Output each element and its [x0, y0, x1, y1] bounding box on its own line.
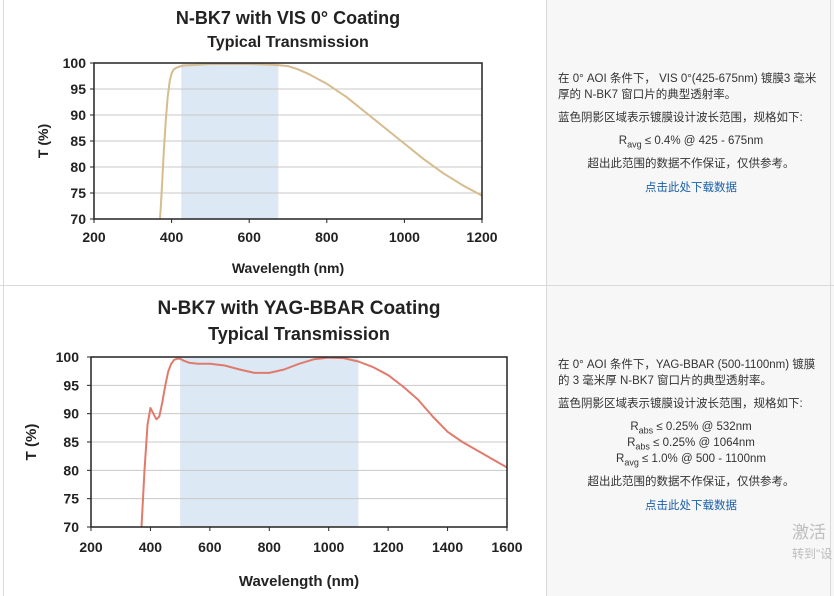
activation-watermark: 激活: [792, 523, 826, 542]
page-edge-divider: [830, 0, 831, 596]
plot-frame: [93, 62, 483, 220]
spec-list: Rabs ≤ 0.25% @ 532nm Rabs ≤ 0.25% @ 1064n…: [558, 419, 824, 467]
x-axis-label: Wavelength (nm): [239, 573, 359, 590]
spec-symbol: R: [618, 135, 628, 147]
chart-cell-yag: N-BK7 with YAG-BBAR Coating Typical Trans…: [3, 286, 547, 596]
plot-frame: [90, 356, 508, 528]
y-tick-label: 90: [70, 107, 86, 123]
spec-subscript: abs: [638, 425, 654, 436]
spec-symbol: R: [616, 453, 625, 465]
description-spec-intro: 蓝色阴影区域表示镀膜设计波长范围，规格如下:: [558, 112, 803, 124]
activation-watermark-sub: 转到"设: [792, 547, 833, 561]
description-cell-yag: 在 0° AOI 条件下，YAG-BBAR (500-1100nm) 镀膜的 3…: [546, 286, 834, 596]
x-tick-label: 1000: [389, 229, 420, 245]
y-tick-label: 100: [63, 55, 87, 71]
description-vis: 在 0° AOI 条件下， VIS 0°(425-675nm) 镀膜3 毫米厚的…: [558, 71, 824, 196]
transmission-chart-vis: N-BK7 with VIS 0° Coating Typical Transmi…: [35, 8, 498, 276]
description-text: 在 0° AOI 条件下， VIS 0°(425-675nm) 镀膜3 毫米厚的…: [558, 73, 817, 101]
spec-subscript: abs: [635, 441, 650, 452]
y-tick-label: 100: [56, 349, 80, 365]
chart-cell-vis: N-BK7 with VIS 0° Coating Typical Transmi…: [3, 0, 547, 285]
spec-value: ≤ 0.25% @ 532nm: [653, 421, 752, 433]
description-cell-vis: 在 0° AOI 条件下， VIS 0°(425-675nm) 镀膜3 毫米厚的…: [546, 0, 834, 285]
spec-value: ≤ 0.4% @ 425 - 675nm: [641, 135, 764, 147]
chart-subtitle: Typical Transmission: [208, 324, 390, 344]
y-axis-label: T (%): [23, 424, 40, 461]
x-tick-label: 400: [139, 539, 163, 555]
x-tick-label: 600: [238, 229, 262, 245]
y-tick-label: 70: [70, 211, 86, 227]
download-data-link[interactable]: 点击此处下载数据: [645, 182, 737, 194]
spec-line: Rabs ≤ 0.25% @ 532nm: [558, 419, 824, 435]
chart-row-yag: N-BK7 with YAG-BBAR Coating Typical Trans…: [0, 286, 834, 596]
transmission-chart-yag: N-BK7 with YAG-BBAR Coating Typical Trans…: [23, 298, 523, 590]
x-tick-label: 800: [315, 229, 339, 245]
spec-value: ≤ 1.0% @ 500 - 1100nm: [638, 453, 766, 465]
chart-row-vis: N-BK7 with VIS 0° Coating Typical Transmi…: [0, 0, 834, 286]
x-tick-label: 200: [82, 229, 106, 245]
x-tick-label: 400: [160, 229, 184, 245]
spec-line: Rabs ≤ 0.25% @ 1064nm: [558, 435, 824, 451]
x-tick-label: 1200: [466, 229, 497, 245]
chart-title: N-BK7 with YAG-BBAR Coating: [158, 298, 441, 319]
x-tick-label: 800: [258, 539, 282, 555]
download-data-link[interactable]: 点击此处下载数据: [645, 500, 737, 512]
x-tick-label: 1200: [373, 539, 404, 555]
y-tick-label: 95: [70, 81, 86, 97]
y-tick-label: 75: [63, 491, 79, 507]
chart-subtitle: Typical Transmission: [207, 34, 369, 51]
y-tick-label: 95: [63, 377, 79, 393]
transmission-curve: [159, 63, 482, 219]
y-tick-label: 70: [63, 519, 79, 535]
spec-list: Ravg ≤ 0.4% @ 425 - 675nm: [558, 133, 824, 149]
x-tick-label: 1000: [313, 539, 344, 555]
spec-value: ≤ 0.25% @ 1064nm: [649, 437, 755, 449]
spec-symbol: R: [630, 421, 639, 433]
x-tick-label: 1600: [491, 539, 522, 555]
description-yag: 在 0° AOI 条件下，YAG-BBAR (500-1100nm) 镀膜的 3…: [558, 357, 824, 514]
description-text: 在 0° AOI 条件下，YAG-BBAR (500-1100nm) 镀膜的 3…: [558, 359, 816, 387]
y-tick-label: 85: [63, 434, 79, 450]
spec-line: Ravg ≤ 1.0% @ 500 - 1100nm: [558, 451, 824, 467]
y-tick-label: 80: [63, 462, 79, 478]
x-tick-label: 1400: [432, 539, 463, 555]
transmission-curve: [140, 356, 507, 527]
spec-symbol: R: [627, 437, 636, 449]
chart-title: N-BK7 with VIS 0° Coating: [176, 8, 400, 28]
x-tick-label: 600: [198, 539, 222, 555]
spec-line: Ravg ≤ 0.4% @ 425 - 675nm: [558, 133, 824, 149]
y-axis-label: T (%): [35, 124, 51, 158]
x-axis-label: Wavelength (nm): [232, 260, 344, 276]
disclaimer-text: 超出此范围的数据不作保证，仅供参考。: [587, 158, 795, 170]
spec-subscript: avg: [627, 139, 642, 150]
y-tick-label: 85: [70, 133, 86, 149]
spec-subscript: avg: [624, 457, 639, 468]
y-tick-label: 80: [70, 159, 86, 175]
x-tick-label: 200: [79, 539, 103, 555]
y-tick-label: 75: [70, 185, 86, 201]
y-tick-label: 90: [63, 406, 79, 422]
disclaimer-text: 超出此范围的数据不作保证，仅供参考。: [587, 476, 795, 488]
description-spec-intro: 蓝色阴影区域表示镀膜设计波长范围，规格如下:: [558, 398, 803, 410]
